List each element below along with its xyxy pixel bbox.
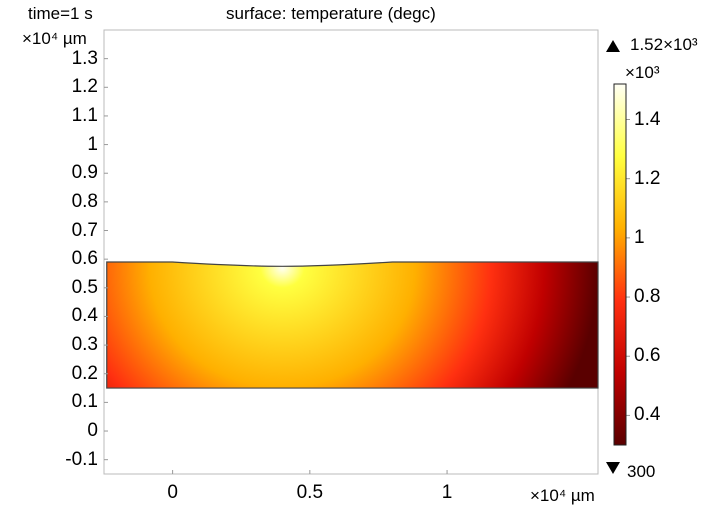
y-tick-label: 1.2: [71, 76, 98, 98]
colorbar-multiplier-label: ×10³: [625, 63, 660, 82]
x-tick-label: 1: [441, 482, 453, 503]
y-tick-label: 0.5: [71, 276, 98, 298]
y-tick-label: 0.8: [71, 190, 98, 212]
colorbar-tick-label: 1: [634, 226, 645, 248]
colorbar-min-label: 300: [627, 462, 656, 481]
colorbar-tick-label: 1.4: [634, 108, 661, 130]
x-tick-label: 0: [167, 482, 178, 503]
y-tick-label: 0.7: [71, 219, 98, 241]
x-tick-label: 0.5: [296, 482, 324, 503]
colorbar-min-arrow-icon: [606, 462, 620, 474]
y-tick-label: -0.1: [65, 448, 98, 470]
y-tick-label: 0.3: [71, 334, 98, 356]
colorbar-max-arrow-icon: [606, 40, 620, 52]
y-tick-label: 1.3: [71, 47, 98, 69]
colorbar-tick-label: 1.2: [634, 167, 661, 189]
y-tick-label: 0.2: [71, 362, 98, 384]
y-tick-label: 0: [87, 420, 98, 442]
colorbar: [613, 83, 627, 446]
time-label: time=1 s: [28, 4, 93, 23]
colorbar-tick-label: 0.4: [634, 404, 661, 426]
y-tick-label: 0.9: [71, 162, 98, 184]
y-tick-label: 1: [87, 133, 98, 155]
y-axis-unit-label: ×10⁴ µm: [22, 29, 87, 48]
colorbar-max-label: 1.52×10³: [630, 35, 698, 54]
chart-title: surface: temperature (degc): [226, 4, 436, 23]
temperature-domain: [106, 261, 599, 389]
y-tick-label: 0.1: [71, 391, 98, 413]
colorbar-tick-label: 0.6: [634, 345, 661, 367]
y-tick-label: 0.6: [71, 248, 98, 270]
axes-frame: [103, 29, 599, 475]
y-tick-label: 1.1: [71, 104, 98, 126]
y-tick-label: 0.4: [71, 305, 98, 327]
colorbar-tick-label: 0.8: [634, 286, 661, 308]
x-axis-unit-label: ×10⁴ µm: [530, 486, 595, 505]
